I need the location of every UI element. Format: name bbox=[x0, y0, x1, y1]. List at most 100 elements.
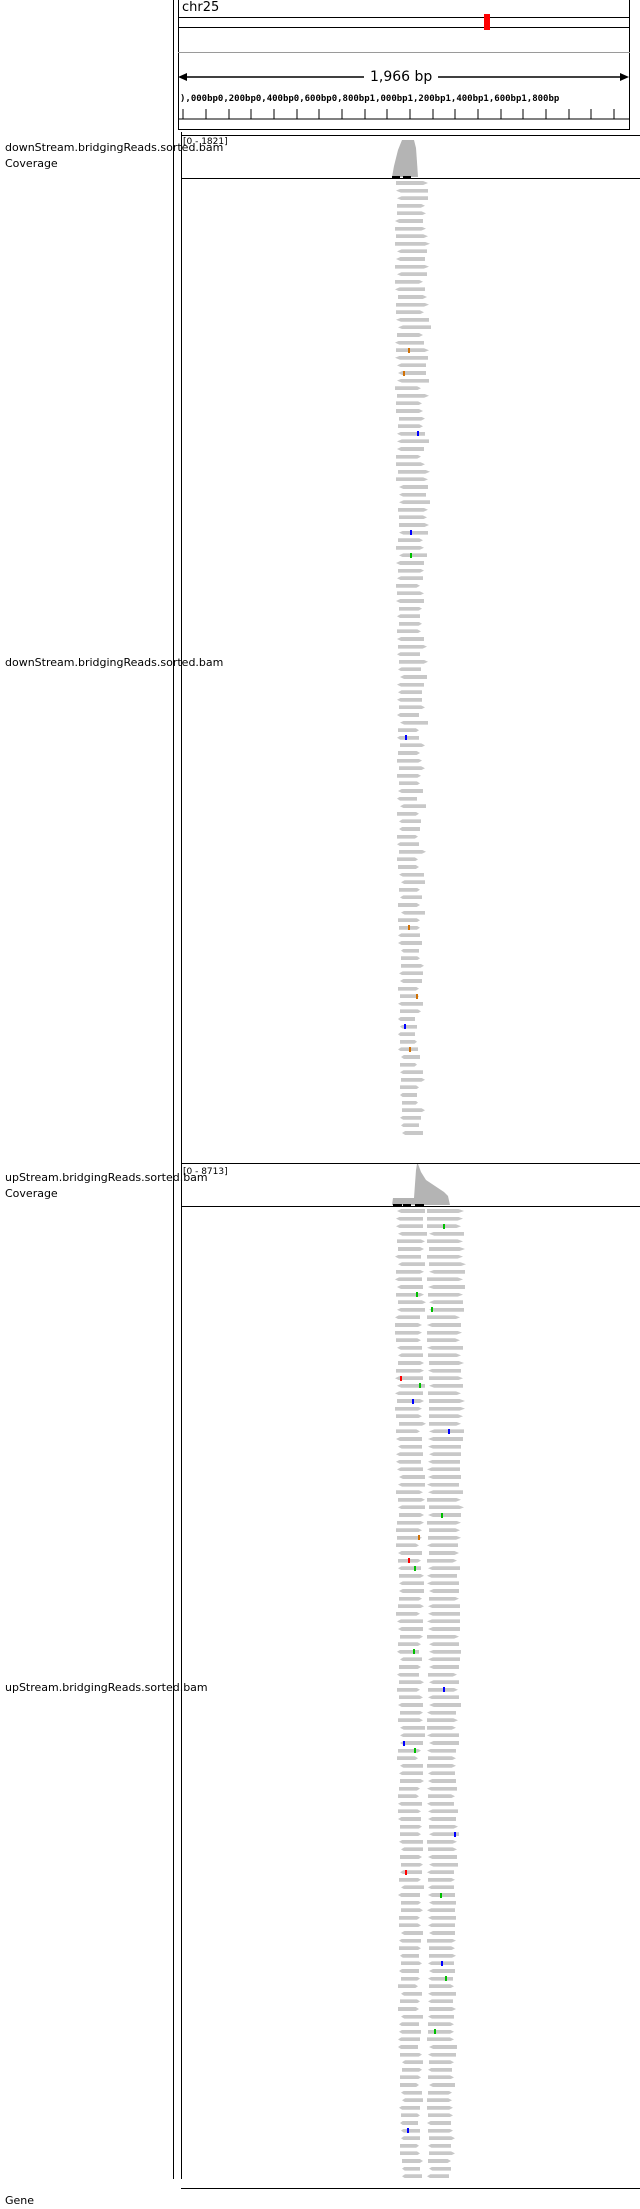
aligned-read[interactable] bbox=[399, 523, 429, 527]
aligned-read[interactable] bbox=[428, 1627, 460, 1631]
aligned-read[interactable] bbox=[396, 317, 429, 322]
aligned-read[interactable] bbox=[398, 1984, 418, 1989]
aligned-read[interactable] bbox=[397, 637, 424, 641]
aligned-read[interactable] bbox=[398, 986, 419, 991]
aligned-read[interactable] bbox=[427, 1839, 457, 1844]
aligned-read[interactable] bbox=[429, 1551, 459, 1555]
aligned-read[interactable] bbox=[429, 1383, 463, 1388]
aligned-read[interactable] bbox=[428, 1991, 456, 1996]
downstream-alignment-panel[interactable] bbox=[182, 179, 640, 1163]
aligned-read[interactable] bbox=[399, 500, 430, 505]
aligned-read[interactable] bbox=[398, 2007, 419, 2011]
aligned-read[interactable] bbox=[402, 2067, 422, 2072]
aligned-read[interactable] bbox=[400, 979, 422, 983]
aligned-read[interactable] bbox=[428, 2029, 454, 2034]
aligned-read[interactable] bbox=[397, 576, 423, 581]
aligned-read[interactable] bbox=[427, 1718, 458, 1723]
aligned-read[interactable] bbox=[429, 2151, 455, 2156]
aligned-read[interactable] bbox=[399, 1969, 419, 1973]
aligned-read[interactable] bbox=[399, 416, 425, 421]
aligned-read[interactable] bbox=[397, 842, 419, 847]
aligned-read[interactable] bbox=[399, 872, 424, 877]
aligned-read[interactable] bbox=[399, 1695, 423, 1700]
aligned-read[interactable] bbox=[428, 1976, 453, 1981]
aligned-read[interactable] bbox=[400, 2121, 418, 2125]
aligned-read[interactable] bbox=[398, 1505, 425, 1510]
aligned-read[interactable] bbox=[399, 1581, 424, 1586]
aligned-read[interactable] bbox=[398, 1231, 427, 1236]
aligned-read[interactable] bbox=[398, 295, 427, 299]
aligned-read[interactable] bbox=[427, 1482, 459, 1487]
aligned-read[interactable] bbox=[398, 903, 420, 907]
aligned-read[interactable] bbox=[396, 477, 428, 482]
aligned-read[interactable] bbox=[400, 1763, 423, 1768]
aligned-read[interactable] bbox=[429, 1680, 459, 1685]
aligned-read[interactable] bbox=[428, 1809, 458, 1814]
aligned-read[interactable] bbox=[397, 1467, 423, 1472]
aligned-read[interactable] bbox=[427, 1733, 459, 1738]
chromosome-name[interactable]: chr25 bbox=[182, 0, 220, 15]
aligned-read[interactable] bbox=[399, 485, 428, 489]
aligned-read[interactable] bbox=[399, 606, 422, 611]
ruler-ticks[interactable] bbox=[178, 106, 630, 120]
aligned-read[interactable] bbox=[400, 1093, 417, 1097]
aligned-read[interactable] bbox=[396, 1543, 419, 1548]
aligned-read[interactable] bbox=[395, 241, 430, 246]
aligned-read[interactable] bbox=[399, 1421, 426, 1426]
aligned-read[interactable] bbox=[395, 386, 421, 391]
aligned-read[interactable] bbox=[429, 2166, 451, 2171]
aligned-read[interactable] bbox=[400, 895, 422, 900]
aligned-read[interactable] bbox=[397, 857, 418, 862]
aligned-read[interactable] bbox=[428, 1611, 460, 1616]
aligned-read[interactable] bbox=[401, 1123, 419, 1128]
aligned-read[interactable] bbox=[401, 1976, 420, 1981]
track-name-downstream-coverage[interactable]: downStream.bridgingReads.sorted.bam Cove… bbox=[5, 141, 224, 170]
aligned-read[interactable] bbox=[395, 1323, 422, 1327]
aligned-read[interactable] bbox=[396, 257, 425, 261]
aligned-read[interactable] bbox=[399, 1513, 424, 1517]
aligned-read[interactable] bbox=[398, 1353, 423, 1358]
aligned-read[interactable] bbox=[397, 713, 419, 717]
aligned-read[interactable] bbox=[398, 1801, 422, 1806]
aligned-read[interactable] bbox=[399, 621, 422, 626]
aligned-read[interactable] bbox=[402, 2060, 423, 2065]
aligned-read[interactable] bbox=[427, 1209, 464, 1213]
aligned-read[interactable] bbox=[398, 371, 426, 375]
aligned-read[interactable] bbox=[428, 1672, 457, 1677]
aligned-read[interactable] bbox=[399, 2029, 421, 2034]
aligned-read[interactable] bbox=[399, 1596, 422, 1601]
aligned-read[interactable] bbox=[398, 1444, 422, 1449]
aligned-read[interactable] bbox=[427, 1619, 460, 1624]
aligned-read[interactable] bbox=[397, 203, 425, 208]
aligned-read[interactable] bbox=[397, 211, 426, 216]
aligned-read[interactable] bbox=[401, 956, 420, 961]
downstream-coverage-histogram[interactable] bbox=[390, 136, 430, 178]
aligned-read[interactable] bbox=[397, 1649, 419, 1654]
aligned-read[interactable] bbox=[398, 751, 420, 755]
aligned-read[interactable] bbox=[399, 1573, 424, 1578]
aligned-read[interactable] bbox=[427, 1748, 456, 1753]
aligned-read[interactable] bbox=[399, 492, 426, 497]
aligned-read[interactable] bbox=[428, 1779, 456, 1783]
aligned-read[interactable] bbox=[396, 234, 428, 239]
aligned-read[interactable] bbox=[429, 1361, 464, 1365]
aligned-read[interactable] bbox=[398, 1482, 425, 1487]
aligned-read[interactable] bbox=[398, 1262, 425, 1267]
aligned-read[interactable] bbox=[427, 1497, 461, 1502]
aligned-read[interactable] bbox=[396, 302, 429, 307]
aligned-read[interactable] bbox=[398, 325, 431, 330]
aligned-read[interactable] bbox=[395, 1391, 423, 1396]
aligned-read[interactable] bbox=[429, 1665, 459, 1669]
aligned-read[interactable] bbox=[428, 1915, 456, 1920]
aligned-read[interactable] bbox=[429, 2083, 455, 2087]
aligned-read[interactable] bbox=[396, 1368, 424, 1373]
aligned-read[interactable] bbox=[428, 2075, 454, 2080]
aligned-read[interactable] bbox=[397, 272, 427, 277]
aligned-read[interactable] bbox=[399, 530, 428, 535]
aligned-read[interactable] bbox=[397, 447, 424, 451]
aligned-read[interactable] bbox=[400, 1115, 421, 1120]
aligned-read[interactable] bbox=[399, 1839, 423, 1844]
aligned-read[interactable] bbox=[395, 226, 426, 231]
track-name-downstream-alignments[interactable]: downStream.bridgingReads.sorted.bam bbox=[5, 656, 224, 669]
aligned-read[interactable] bbox=[400, 743, 425, 748]
